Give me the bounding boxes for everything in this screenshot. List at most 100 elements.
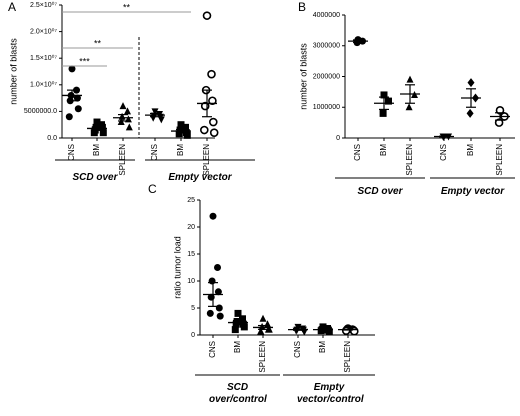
dot	[385, 97, 392, 105]
dot	[216, 312, 224, 320]
dot	[175, 130, 183, 138]
group-label-box: Empty vector	[440, 186, 505, 197]
x-tick-label: CNS	[208, 341, 217, 358]
x-tick-label: CNS	[353, 144, 362, 161]
dot	[406, 75, 414, 83]
dot	[256, 328, 264, 336]
y-tick-label: 0	[191, 332, 195, 339]
x-tick-label: BM	[379, 144, 388, 156]
dot	[151, 108, 159, 116]
y-tick-label: 15	[187, 251, 195, 258]
group-label-box: SCD over/control	[209, 382, 267, 405]
dot	[157, 116, 165, 124]
y-tick-label: 2.0×10⁰⁷	[30, 27, 57, 35]
x-tick-label: SPLEEN	[343, 341, 352, 373]
panel-letter: C	[148, 182, 157, 196]
dot	[182, 123, 189, 131]
group-label: SCD over/control	[209, 382, 267, 405]
significance-label: **	[94, 38, 102, 48]
dot	[325, 328, 333, 336]
dot	[125, 123, 133, 131]
dot	[65, 113, 73, 121]
x-tick-label: CNS	[293, 341, 302, 358]
dot	[93, 118, 101, 126]
dot	[209, 117, 218, 127]
group-label: SCD over	[72, 172, 118, 183]
y-tick-label: 2000000	[313, 73, 340, 80]
dot	[208, 277, 216, 285]
dot	[119, 102, 127, 110]
dot	[265, 325, 273, 333]
x-tick-label: BM	[318, 341, 327, 353]
group-label-box: Empty vector/control	[297, 382, 364, 405]
y-tick-label: 0	[336, 135, 340, 142]
dot	[214, 288, 222, 296]
dot	[258, 322, 266, 330]
dot	[239, 315, 246, 323]
x-tick-label: SPLEEN	[495, 144, 504, 176]
dot	[209, 212, 217, 220]
group-label: Empty vector	[440, 186, 505, 197]
dot	[234, 309, 242, 317]
significance-label: ***	[79, 56, 90, 66]
dot	[341, 326, 351, 335]
panel-letter: B	[298, 0, 306, 14]
group-label-box: Empty vector	[168, 172, 232, 183]
y-tick-label: 20	[187, 224, 195, 231]
dot	[240, 323, 248, 331]
dot	[380, 91, 388, 99]
dot	[99, 129, 107, 137]
dot	[405, 103, 413, 111]
dot	[209, 128, 219, 137]
panel-letter: A	[8, 0, 16, 14]
x-tick-label: SPLEEN	[405, 144, 414, 176]
dot	[74, 105, 82, 113]
significance-label: **	[123, 2, 131, 12]
group-label: Empty vector/control	[297, 382, 364, 405]
dot	[466, 108, 474, 118]
y-tick-label: 5	[191, 305, 195, 312]
dot	[73, 94, 81, 102]
x-tick-label: BM	[176, 144, 185, 156]
y-tick-label: 4000000	[313, 12, 340, 19]
group-label-box: SCD over	[357, 186, 403, 197]
x-tick-label: SPLEEN	[258, 341, 267, 373]
group-label-box: SCD over	[72, 172, 118, 183]
y-tick-label: 25	[187, 197, 195, 204]
dot	[68, 65, 76, 73]
x-tick-label: BM	[233, 341, 242, 353]
group-label: Empty vector	[168, 172, 232, 183]
x-tick-label: CNS	[439, 144, 448, 161]
dot	[208, 96, 217, 106]
dot	[149, 114, 157, 122]
y-tick-label: 1000000	[313, 104, 340, 111]
dot	[202, 11, 212, 20]
y-tick-label: 0.0	[47, 135, 57, 142]
y-tick-label: 1.5×10⁰⁷	[30, 54, 57, 62]
dot	[259, 314, 267, 322]
dot	[494, 118, 504, 127]
y-tick-label: 1.0×10⁰⁷	[30, 81, 57, 89]
dot	[231, 326, 239, 334]
y-axis-label: number of blasts	[8, 38, 18, 105]
dot	[215, 304, 223, 312]
dot	[177, 121, 185, 129]
y-tick-label: 5000000.0	[24, 108, 57, 115]
dot	[379, 109, 387, 117]
dot	[124, 107, 131, 115]
dot	[206, 309, 214, 317]
y-tick-label: 2.5×10⁰⁷	[30, 1, 57, 9]
group-label: SCD over	[357, 186, 403, 197]
x-tick-label: CNS	[150, 144, 159, 161]
x-tick-label: CNS	[67, 144, 76, 161]
y-axis-label: number of blasts	[298, 43, 308, 110]
dot	[200, 125, 209, 135]
y-tick-label: 3000000	[313, 43, 340, 50]
dot	[183, 131, 191, 139]
dot	[214, 264, 221, 271]
dot	[207, 69, 216, 79]
dot	[90, 129, 98, 137]
x-tick-label: BM	[466, 144, 475, 156]
dot	[467, 78, 475, 88]
